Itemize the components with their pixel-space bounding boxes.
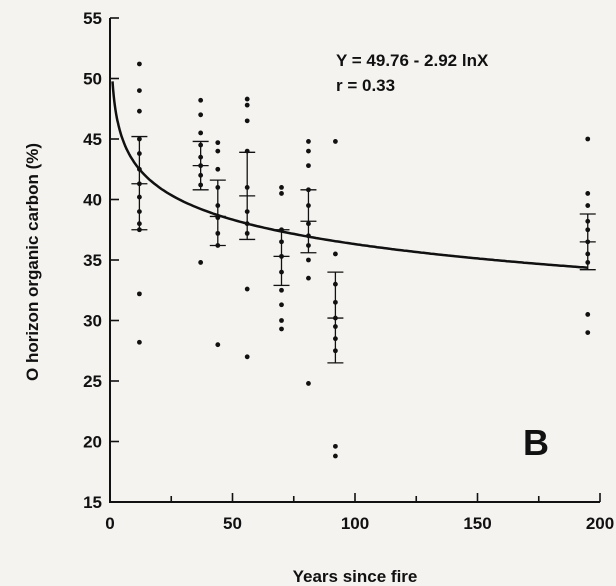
y-tick-label: 20	[83, 433, 102, 452]
data-point	[244, 286, 250, 292]
data-point	[585, 312, 591, 317]
data-point	[215, 140, 221, 146]
data-point	[137, 61, 142, 67]
error-bar	[239, 151, 256, 241]
data-point	[333, 139, 338, 144]
fit-equation: Y = 49.76 - 2.92 lnX	[336, 51, 489, 70]
data-point	[306, 381, 311, 386]
error-bar	[579, 213, 596, 271]
x-tick-label: 100	[341, 514, 369, 533]
data-point	[585, 136, 591, 142]
x-tick-label: 200	[586, 514, 614, 533]
y-tick-label: 30	[83, 312, 102, 331]
data-points	[137, 61, 591, 459]
data-point	[279, 326, 284, 332]
error-bars	[131, 135, 596, 364]
data-point	[137, 339, 142, 345]
data-point	[279, 191, 284, 196]
data-point	[198, 260, 204, 265]
data-point	[333, 453, 338, 459]
data-point	[198, 112, 204, 118]
x-axis-title: Years since fire	[293, 567, 418, 586]
y-tick-label: 35	[83, 251, 102, 270]
data-point	[585, 203, 591, 208]
data-point	[244, 96, 250, 102]
data-point	[333, 443, 338, 449]
error-bar	[131, 135, 148, 231]
error-bar	[273, 229, 290, 287]
data-point	[198, 130, 204, 136]
x-tick-label: 0	[105, 514, 114, 533]
fit-curve	[111, 81, 588, 269]
data-point	[198, 97, 204, 103]
data-point	[306, 139, 311, 144]
r-value: r = 0.33	[336, 76, 395, 95]
error-bar	[300, 189, 317, 254]
data-point	[333, 251, 338, 257]
error-bar	[192, 140, 209, 191]
y-tick-label: 25	[83, 372, 102, 391]
data-point	[244, 102, 250, 108]
y-axis-title: O horizon organic carbon (%)	[23, 143, 42, 381]
data-point	[585, 330, 591, 335]
y-tick-label: 15	[83, 493, 102, 512]
data-point	[306, 148, 311, 154]
y-tick-label: 55	[83, 9, 102, 28]
data-point	[306, 163, 311, 169]
x-tick-label: 150	[463, 514, 491, 533]
axes: 15 20 25 30 35 40 45 50 55 0 50 100 150 200	[83, 9, 614, 533]
data-point	[215, 342, 221, 348]
panel-label: B	[523, 422, 549, 463]
data-point	[137, 108, 142, 114]
data-point	[585, 191, 591, 196]
data-point	[306, 275, 311, 281]
y-tick-label: 40	[83, 191, 102, 210]
data-point	[279, 318, 284, 323]
data-point	[279, 185, 284, 190]
data-point	[244, 118, 250, 124]
data-point	[137, 291, 142, 297]
data-point	[306, 257, 311, 263]
x-tick-label: 50	[223, 514, 242, 533]
data-point	[215, 148, 221, 154]
data-point	[244, 354, 250, 360]
y-tick-label: 50	[83, 70, 102, 89]
data-point	[137, 88, 142, 93]
data-point	[215, 166, 221, 172]
y-tick-label: 45	[83, 130, 102, 149]
data-point	[279, 287, 284, 293]
error-bar	[327, 271, 344, 364]
data-point	[279, 302, 284, 308]
